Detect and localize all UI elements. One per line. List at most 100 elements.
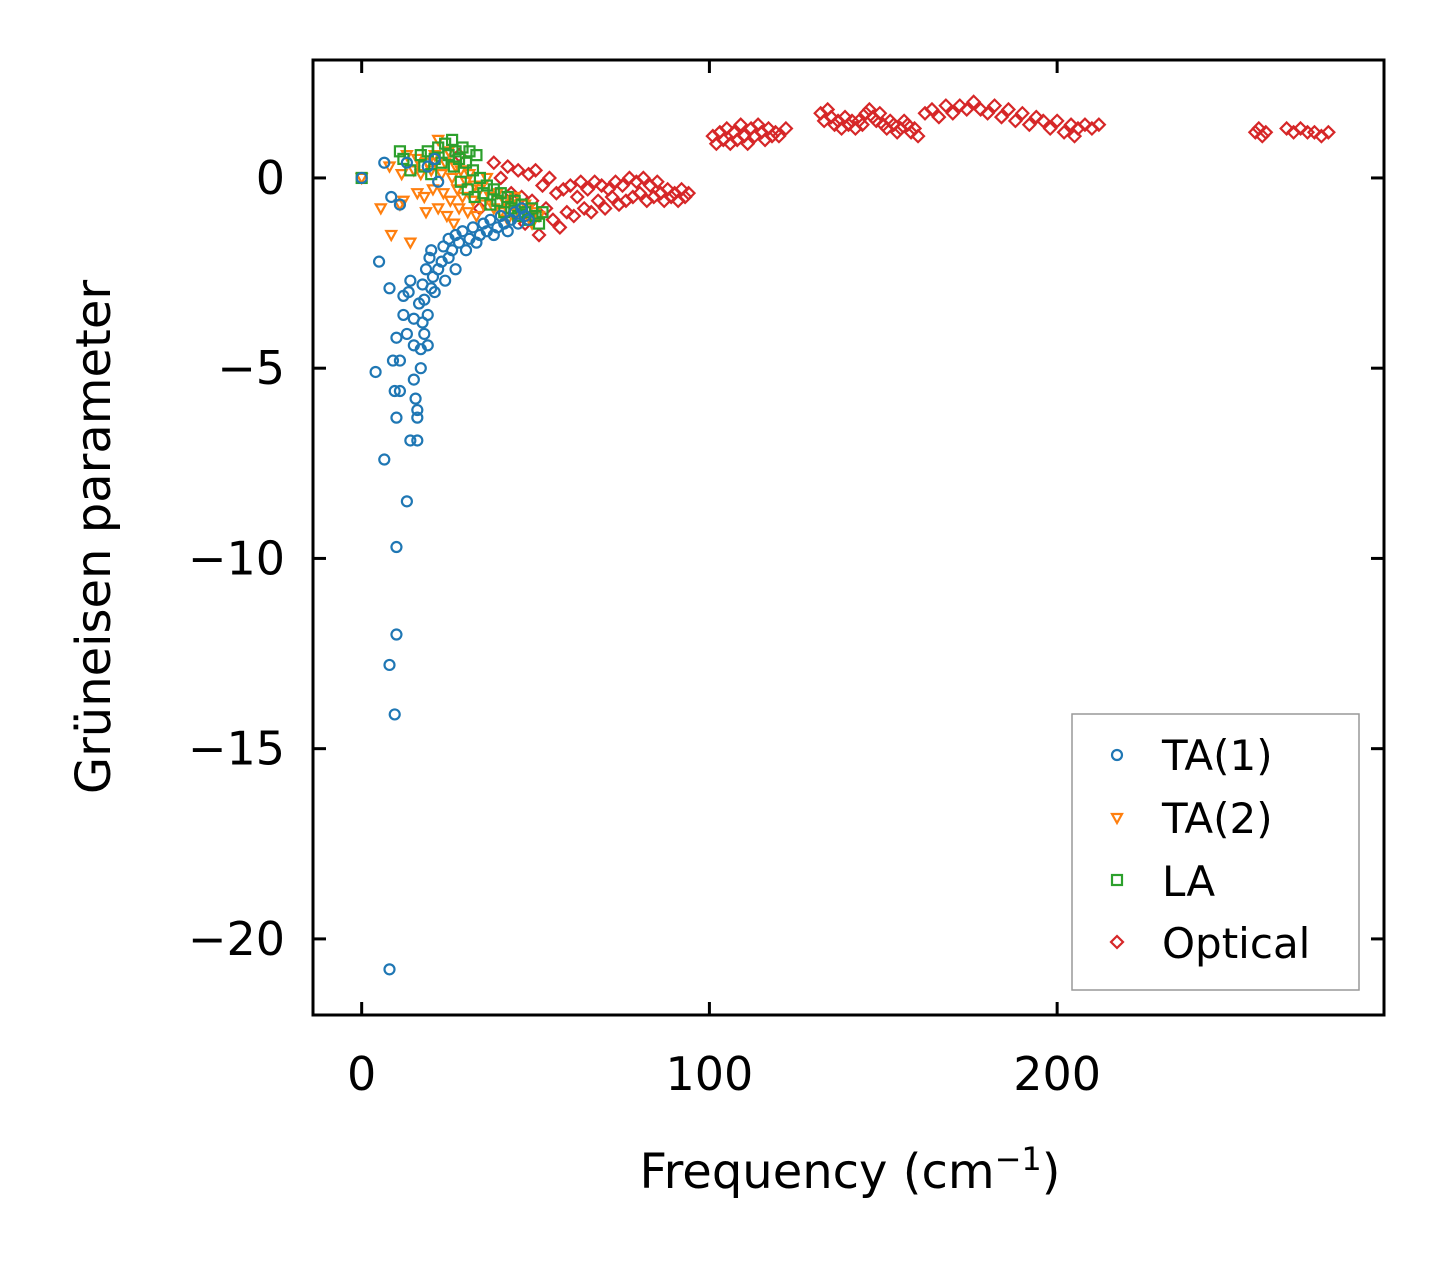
legend-entry-ta1: TA(1) bbox=[1110, 731, 1273, 780]
point-optical bbox=[545, 212, 561, 228]
point-ta1 bbox=[386, 354, 400, 367]
point-optical bbox=[910, 128, 926, 144]
x-axis-label: Frequency (cm−1) bbox=[639, 1140, 1060, 1200]
point-la bbox=[487, 183, 500, 196]
point-ta1 bbox=[393, 198, 407, 211]
point-ta1 bbox=[383, 963, 396, 976]
point-optical bbox=[1254, 128, 1270, 144]
point-optical bbox=[541, 170, 558, 186]
point-la bbox=[508, 194, 521, 207]
point-ta2 bbox=[450, 184, 465, 197]
x-tick-label: 0 bbox=[347, 1047, 376, 1101]
point-ta2 bbox=[460, 207, 475, 220]
point-ta2 bbox=[384, 229, 399, 243]
point-optical bbox=[854, 117, 870, 133]
point-ta1 bbox=[388, 708, 401, 721]
point-la bbox=[494, 187, 507, 200]
point-optical bbox=[1258, 124, 1274, 140]
point-optical bbox=[1077, 117, 1093, 133]
point-optical bbox=[959, 101, 975, 118]
point-ta2 bbox=[426, 184, 440, 197]
point-optical bbox=[1306, 124, 1323, 140]
point-ta1 bbox=[414, 362, 427, 375]
point-ta1 bbox=[512, 217, 525, 230]
point-optical bbox=[952, 98, 968, 114]
point-ta2 bbox=[396, 195, 411, 209]
legend-marker-optical bbox=[1109, 934, 1125, 950]
point-ta1 bbox=[428, 152, 441, 166]
y-tick-label: −15 bbox=[188, 722, 285, 776]
point-optical bbox=[1247, 124, 1263, 140]
point-ta1 bbox=[484, 213, 497, 226]
point-optical bbox=[534, 178, 551, 194]
point-la bbox=[459, 156, 473, 169]
point-la bbox=[432, 141, 445, 154]
point-ta1 bbox=[393, 354, 407, 367]
point-optical bbox=[580, 181, 596, 197]
point-ta1 bbox=[393, 384, 407, 398]
point-ta1 bbox=[355, 171, 368, 185]
point-optical bbox=[966, 94, 982, 110]
point-la bbox=[484, 198, 497, 211]
point-optical bbox=[715, 132, 731, 148]
legend: TA(1) TA(2) LA Optical bbox=[1071, 713, 1360, 991]
point-optical bbox=[677, 189, 693, 205]
point-ta1 bbox=[421, 308, 434, 322]
point-optical bbox=[872, 105, 888, 121]
point-ta1 bbox=[439, 274, 452, 287]
x-axis-label-sup: −1 bbox=[995, 1140, 1042, 1178]
axis-ticks: 0 100 200 0 −5 −10 −15 −20 bbox=[188, 60, 1384, 1101]
point-optical bbox=[993, 109, 1010, 125]
point-optical bbox=[576, 200, 592, 216]
point-la bbox=[439, 137, 452, 150]
point-la bbox=[466, 164, 480, 177]
point-ta1 bbox=[419, 263, 433, 276]
point-la bbox=[473, 171, 487, 185]
point-ta1 bbox=[522, 213, 535, 226]
point-optical bbox=[621, 170, 637, 186]
point-optical bbox=[649, 174, 665, 190]
point-optical bbox=[986, 98, 1003, 114]
point-optical bbox=[635, 170, 651, 186]
point-ta1 bbox=[404, 434, 417, 447]
point-ta2 bbox=[436, 188, 451, 201]
x-axis-label-end: ) bbox=[1042, 1144, 1061, 1200]
point-la bbox=[468, 190, 481, 204]
point-ta1 bbox=[385, 190, 398, 204]
point-ta1 bbox=[418, 327, 431, 341]
point-ta2 bbox=[394, 169, 409, 182]
point-ta2 bbox=[413, 169, 428, 182]
point-ta1 bbox=[372, 255, 386, 268]
point-optical bbox=[604, 189, 620, 205]
point-optical bbox=[569, 189, 585, 205]
legend-marker-ta1 bbox=[1110, 748, 1124, 762]
point-optical bbox=[566, 208, 582, 224]
legend-label-ta2: TA(2) bbox=[1161, 794, 1273, 843]
legend-entry-ta2: TA(2) bbox=[1110, 794, 1273, 843]
point-ta1 bbox=[428, 285, 441, 299]
point-optical bbox=[527, 162, 544, 178]
point-ta1 bbox=[432, 175, 445, 188]
point-ta1 bbox=[390, 540, 403, 554]
point-optical bbox=[493, 170, 509, 186]
point-optical bbox=[840, 117, 857, 133]
plot-frame bbox=[311, 58, 1386, 1017]
point-optical bbox=[552, 219, 568, 235]
point-optical bbox=[632, 185, 648, 201]
point-la bbox=[532, 217, 546, 230]
point-optical bbox=[1000, 101, 1017, 118]
point-ta1 bbox=[423, 251, 436, 264]
y-tick-label: 0 bbox=[256, 151, 285, 205]
point-optical bbox=[1028, 109, 1044, 125]
x-tick-label: 100 bbox=[666, 1047, 754, 1101]
point-optical bbox=[1042, 120, 1058, 137]
point-ta1 bbox=[397, 308, 410, 322]
point-la bbox=[454, 175, 467, 188]
point-ta2 bbox=[440, 210, 454, 224]
point-optical bbox=[1292, 120, 1309, 137]
point-optical bbox=[1021, 117, 1037, 133]
point-la bbox=[452, 152, 466, 166]
point-optical bbox=[1014, 105, 1030, 121]
legend-label-la: LA bbox=[1162, 857, 1215, 906]
point-optical bbox=[938, 98, 954, 114]
